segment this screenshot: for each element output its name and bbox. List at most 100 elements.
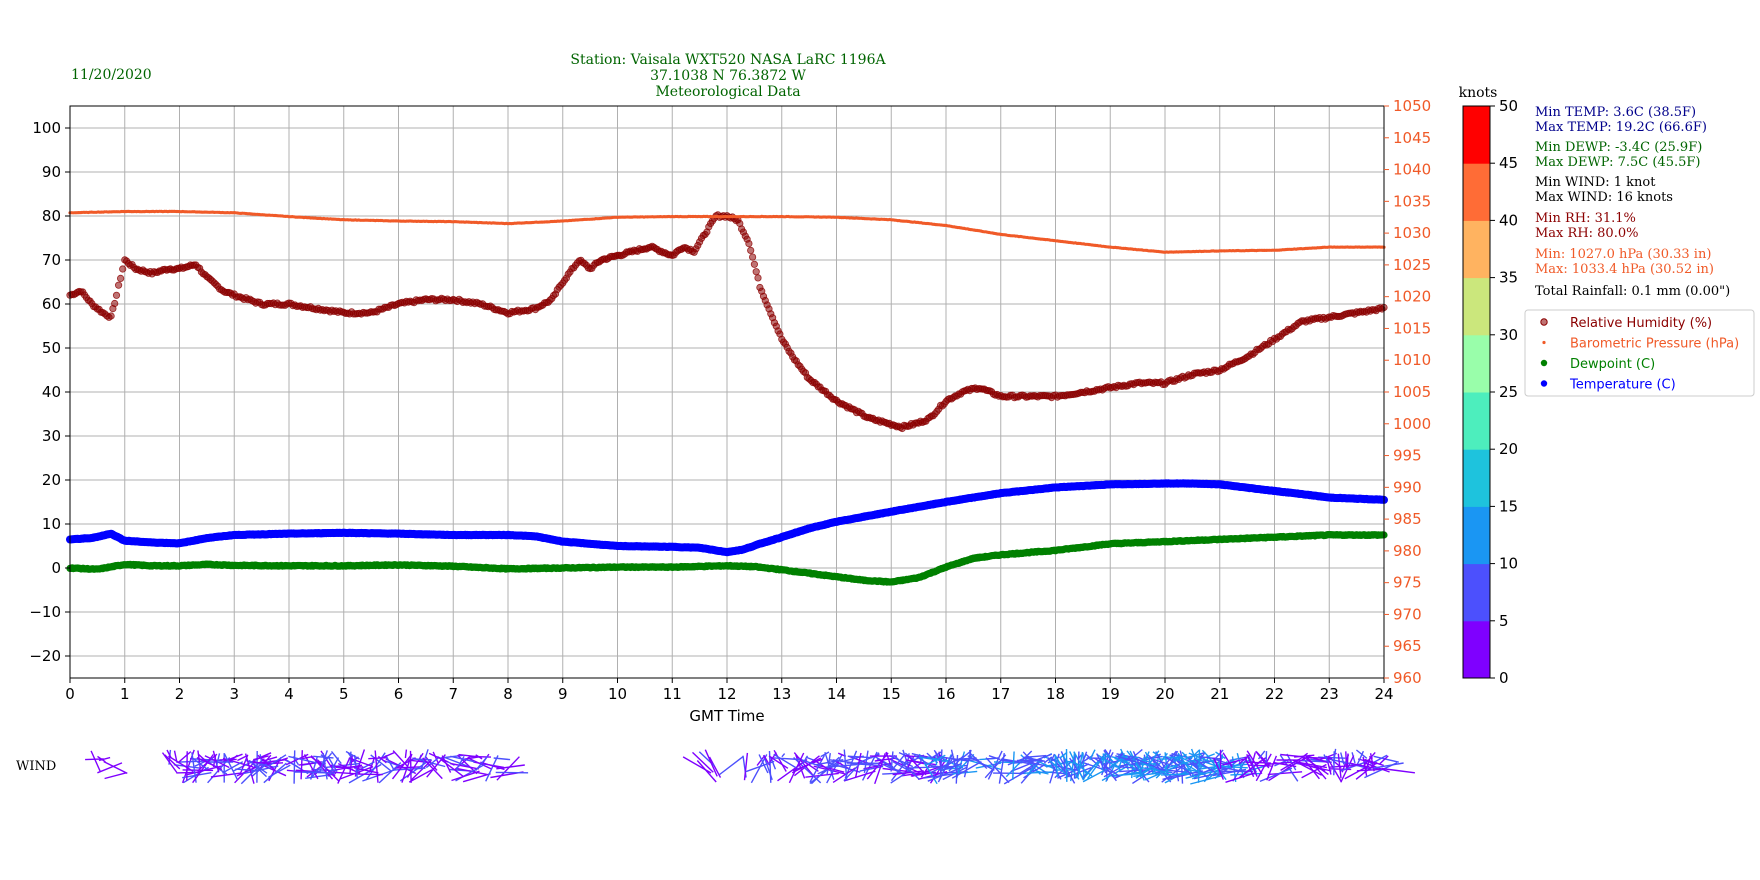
legend-marker [1540,318,1548,326]
legend: Relative Humidity (%) Barometric Pressure… [1524,309,1755,397]
x-tick-label: 22 [1265,685,1284,703]
wind-barb [1012,751,1015,780]
wind-barb [293,750,296,784]
data-point [754,274,762,282]
y-right-tick-label: 1030 [1393,224,1431,242]
x-tick-label: 14 [827,685,846,703]
y-left-tick-label: 0 [51,559,61,577]
x-tick-label: 5 [339,685,349,703]
title-line-1: Station: Vaisala WXT520 NASA LaRC 1196A [570,52,886,68]
y-left-tick-label: 40 [42,383,61,401]
series-barometric-pressure-hpa- [68,209,1386,254]
x-tick-label: 12 [717,685,736,703]
data-point [111,299,119,308]
x-tick-label: 15 [882,685,901,703]
data-point [119,265,127,273]
y-right-tick-label: 1025 [1393,256,1431,274]
grid-lines [69,106,1385,678]
data-point [752,268,760,276]
colorbar-band [1463,620,1490,679]
y-right-tick-label: 1040 [1393,161,1431,179]
x-tick-label: 21 [1210,685,1229,703]
wind-barb [781,753,786,758]
legend-marker [1540,380,1548,387]
stats-block: Min TEMP: 3.6C (38.5F)Max TEMP: 19.2C (6… [1535,105,1730,299]
colorbar-tick-label: 45 [1499,154,1518,172]
data-point [115,281,123,289]
y-left-tick-label: 80 [42,207,61,225]
wind-barb [1160,773,1189,776]
y-left-tick-label: 20 [42,471,61,489]
colorbar-band [1463,392,1490,450]
wind-barb [708,756,722,778]
wind-barb [237,755,247,762]
wind-barb [451,770,480,782]
colorbar-band [1463,506,1490,565]
wind-barb [1346,753,1349,769]
y-right-tick-label: 1015 [1393,319,1431,337]
wind-barb [1267,771,1303,776]
y-left-tick-label: 70 [42,251,61,269]
colorbar-tick-label: 30 [1499,326,1518,344]
y-right-tick-label: 980 [1393,542,1422,560]
data-point [117,274,125,282]
wind-barb [987,757,999,760]
colorbar-band [1463,220,1490,279]
x-tick-label: 16 [936,685,955,703]
right-y-axis: 9609659709759809859909951000100510101015… [1384,97,1431,687]
colorbar-band [1463,334,1490,393]
y-left-tick-label: −10 [29,603,61,621]
colorbar-band [1463,106,1490,164]
x-tick-label: 13 [772,685,791,703]
wind-barb [719,756,744,776]
stat-max-temp: Max TEMP: 19.2C (66.6F) [1535,120,1707,135]
wind-barb [306,771,335,774]
x-axis-label: GMT Time [689,707,764,725]
x-tick-label: 24 [1374,685,1393,703]
y-left-tick-label: −20 [29,647,61,665]
x-tick-label: 9 [558,685,568,703]
wind-barb [368,757,388,760]
x-tick-label: 4 [284,685,294,703]
y-right-tick-label: 985 [1393,510,1422,528]
x-tick-label: 23 [1320,685,1339,703]
stat-rain: Total Rainfall: 0.1 mm (0.00") [1535,284,1730,299]
legend-label: Relative Humidity (%) [1570,316,1712,331]
wind-barb [104,772,127,780]
wind-barb [1023,771,1054,774]
y-right-tick-label: 1000 [1393,415,1431,433]
legend-marker [1540,359,1548,367]
colorbar-tick-label: 10 [1499,555,1518,573]
y-right-tick-label: 1010 [1393,351,1431,369]
x-tick-label: 20 [1155,685,1174,703]
colorbar-tick-label: 25 [1499,383,1518,401]
x-tick-label: 8 [503,685,513,703]
colorbar-tick-label: 35 [1499,269,1518,287]
y-right-tick-label: 1020 [1393,288,1431,306]
wind-barb [773,757,801,761]
date-label: 11/20/2020 [71,67,152,83]
wind-barb [412,758,432,761]
colorbar-band [1463,563,1490,622]
wind-barb [345,750,360,760]
data-point [112,291,121,299]
colorbar-tick-label: 20 [1499,440,1518,458]
data-point [750,260,759,268]
wind-barbs [85,748,1415,785]
wind-barb [215,753,221,766]
y-right-tick-label: 1050 [1393,97,1431,115]
colorbar-tick-label: 0 [1499,669,1509,687]
y-right-tick-label: 965 [1393,637,1422,655]
y-left-tick-label: 90 [42,163,61,181]
x-tick-label: 3 [229,685,239,703]
colorbar-band [1463,277,1490,336]
stat-min-dewp: Min DEWP: -3.4C (25.9F) [1535,140,1702,155]
stat-max-wind: Max WIND: 16 knots [1535,190,1673,205]
x-tick-label: 10 [608,685,627,703]
title-line-3: Meteorological Data [655,84,800,100]
y-left-tick-label: 60 [42,295,61,313]
series-relative-humidity- [66,211,1388,433]
legend-label: Barometric Pressure (hPa) [1570,337,1739,352]
